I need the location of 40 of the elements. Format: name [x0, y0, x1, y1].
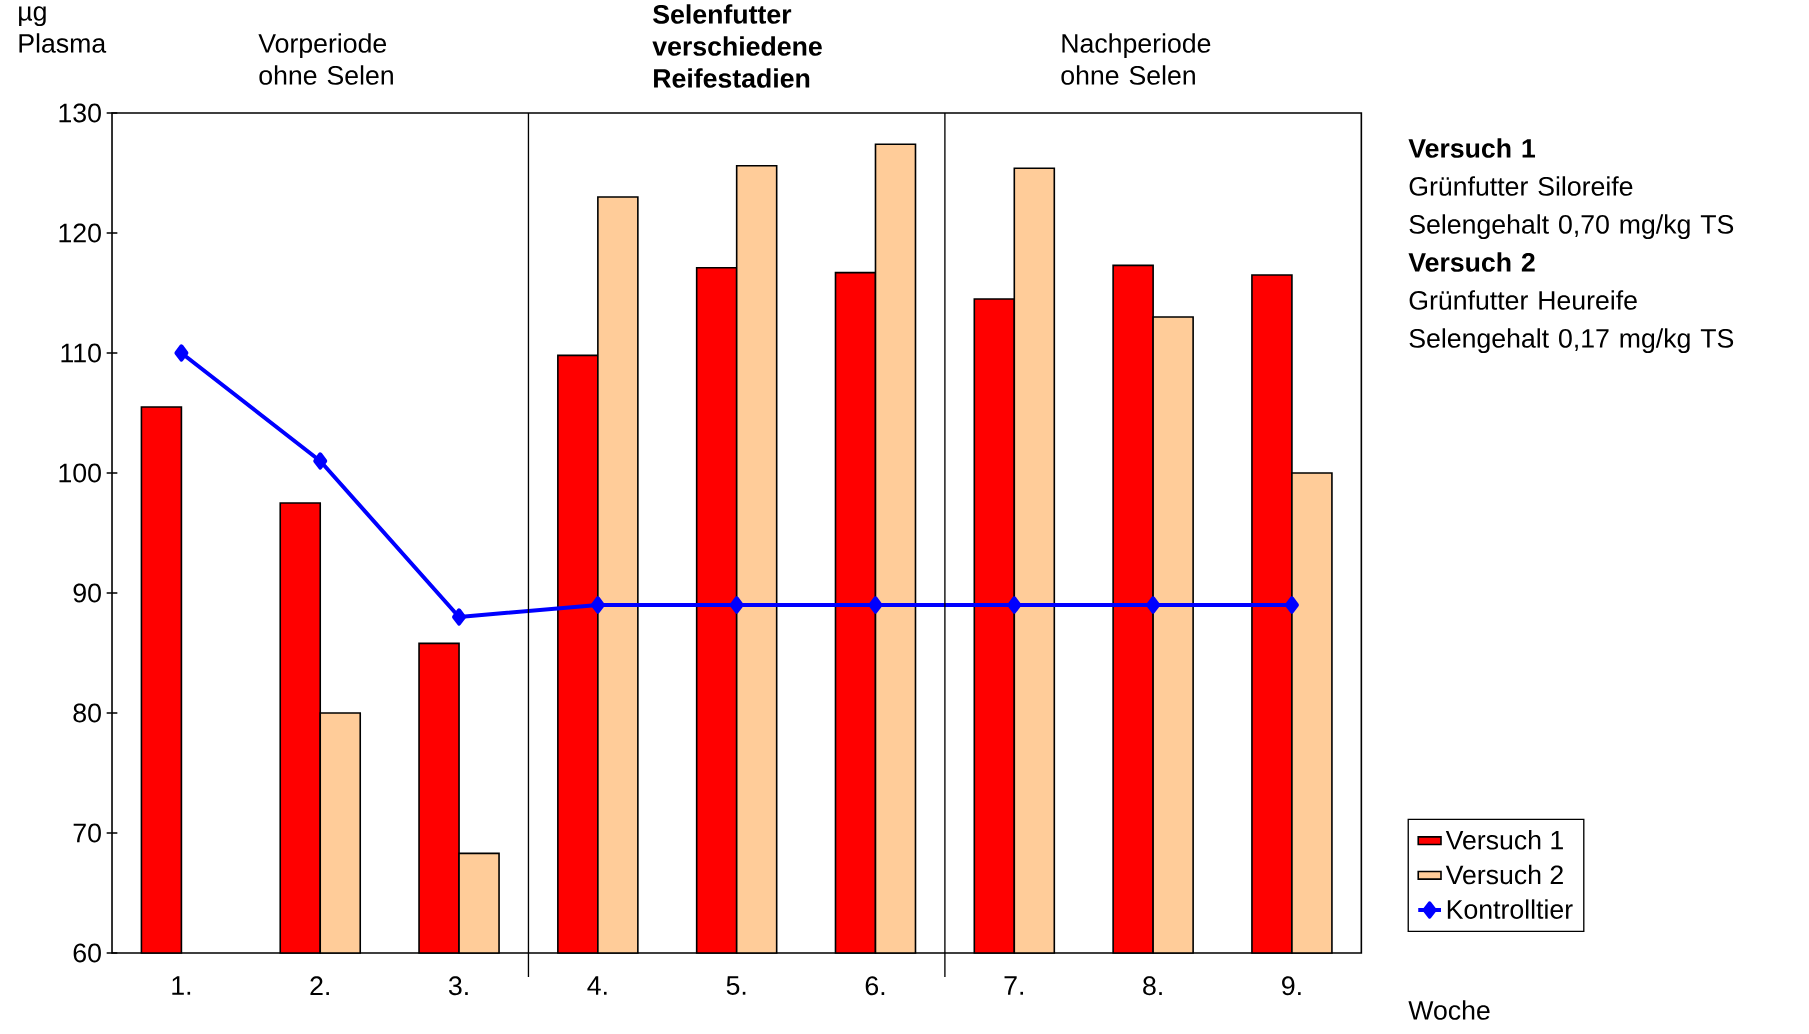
point [1284, 596, 1299, 614]
text: Nachperiode ohne Selen [1061, 33, 1211, 85]
point [174, 344, 189, 362]
text: Vorperiode ohne Selen [258, 33, 393, 85]
y-tick-label: 60 [73, 943, 101, 963]
point [1007, 596, 1022, 614]
text: Versuch 1 [1408, 138, 1536, 158]
legend-label: Versuch 2 [1445, 864, 1563, 885]
x-tick-label: 3. [448, 976, 468, 996]
y-tick-label: 130 [59, 103, 101, 123]
y-tick-label: 120 [59, 223, 101, 243]
y-tick-label: 90 [73, 583, 101, 603]
text: Selenfutter verschiedene Reifestadien [652, 4, 822, 88]
x-tick-label: 8. [1143, 976, 1162, 996]
point [868, 596, 883, 614]
text: Grünfutter Siloreife [1409, 176, 1633, 196]
x-tick-label: 7. [1004, 976, 1023, 995]
y-tick-label: 100 [59, 463, 101, 483]
text: Versuch 2 [1408, 252, 1535, 272]
legend-label: Kontrolltier [1447, 899, 1573, 919]
x-tick-label: 4. [587, 976, 607, 995]
point [1146, 596, 1161, 614]
x-axis-title: Woche [1408, 1000, 1490, 1020]
text: Selengehalt 0,17 mg/kg TS [1409, 328, 1734, 354]
x-tick-label: 9. [1282, 976, 1301, 996]
y-axis-title: µg Plasma [19, 6, 107, 53]
legend-label: Versuch 1 [1445, 830, 1563, 850]
y-tick-label: 110 [61, 343, 101, 363]
x-tick-label: 5. [726, 976, 746, 995]
y-tick-label: 70 [73, 823, 101, 843]
text: Grünfutter Heureife [1409, 290, 1637, 310]
point [313, 452, 328, 470]
x-tick-label: 2. [310, 976, 329, 995]
y-tick-label: 80 [73, 703, 101, 723]
x-tick-label: 6. [865, 976, 885, 996]
point [729, 596, 744, 614]
x-tick-label: 1. [172, 976, 191, 995]
text: Selengehalt 0,70 mg/kg TS [1409, 214, 1734, 240]
point [590, 596, 605, 614]
point [452, 608, 467, 626]
